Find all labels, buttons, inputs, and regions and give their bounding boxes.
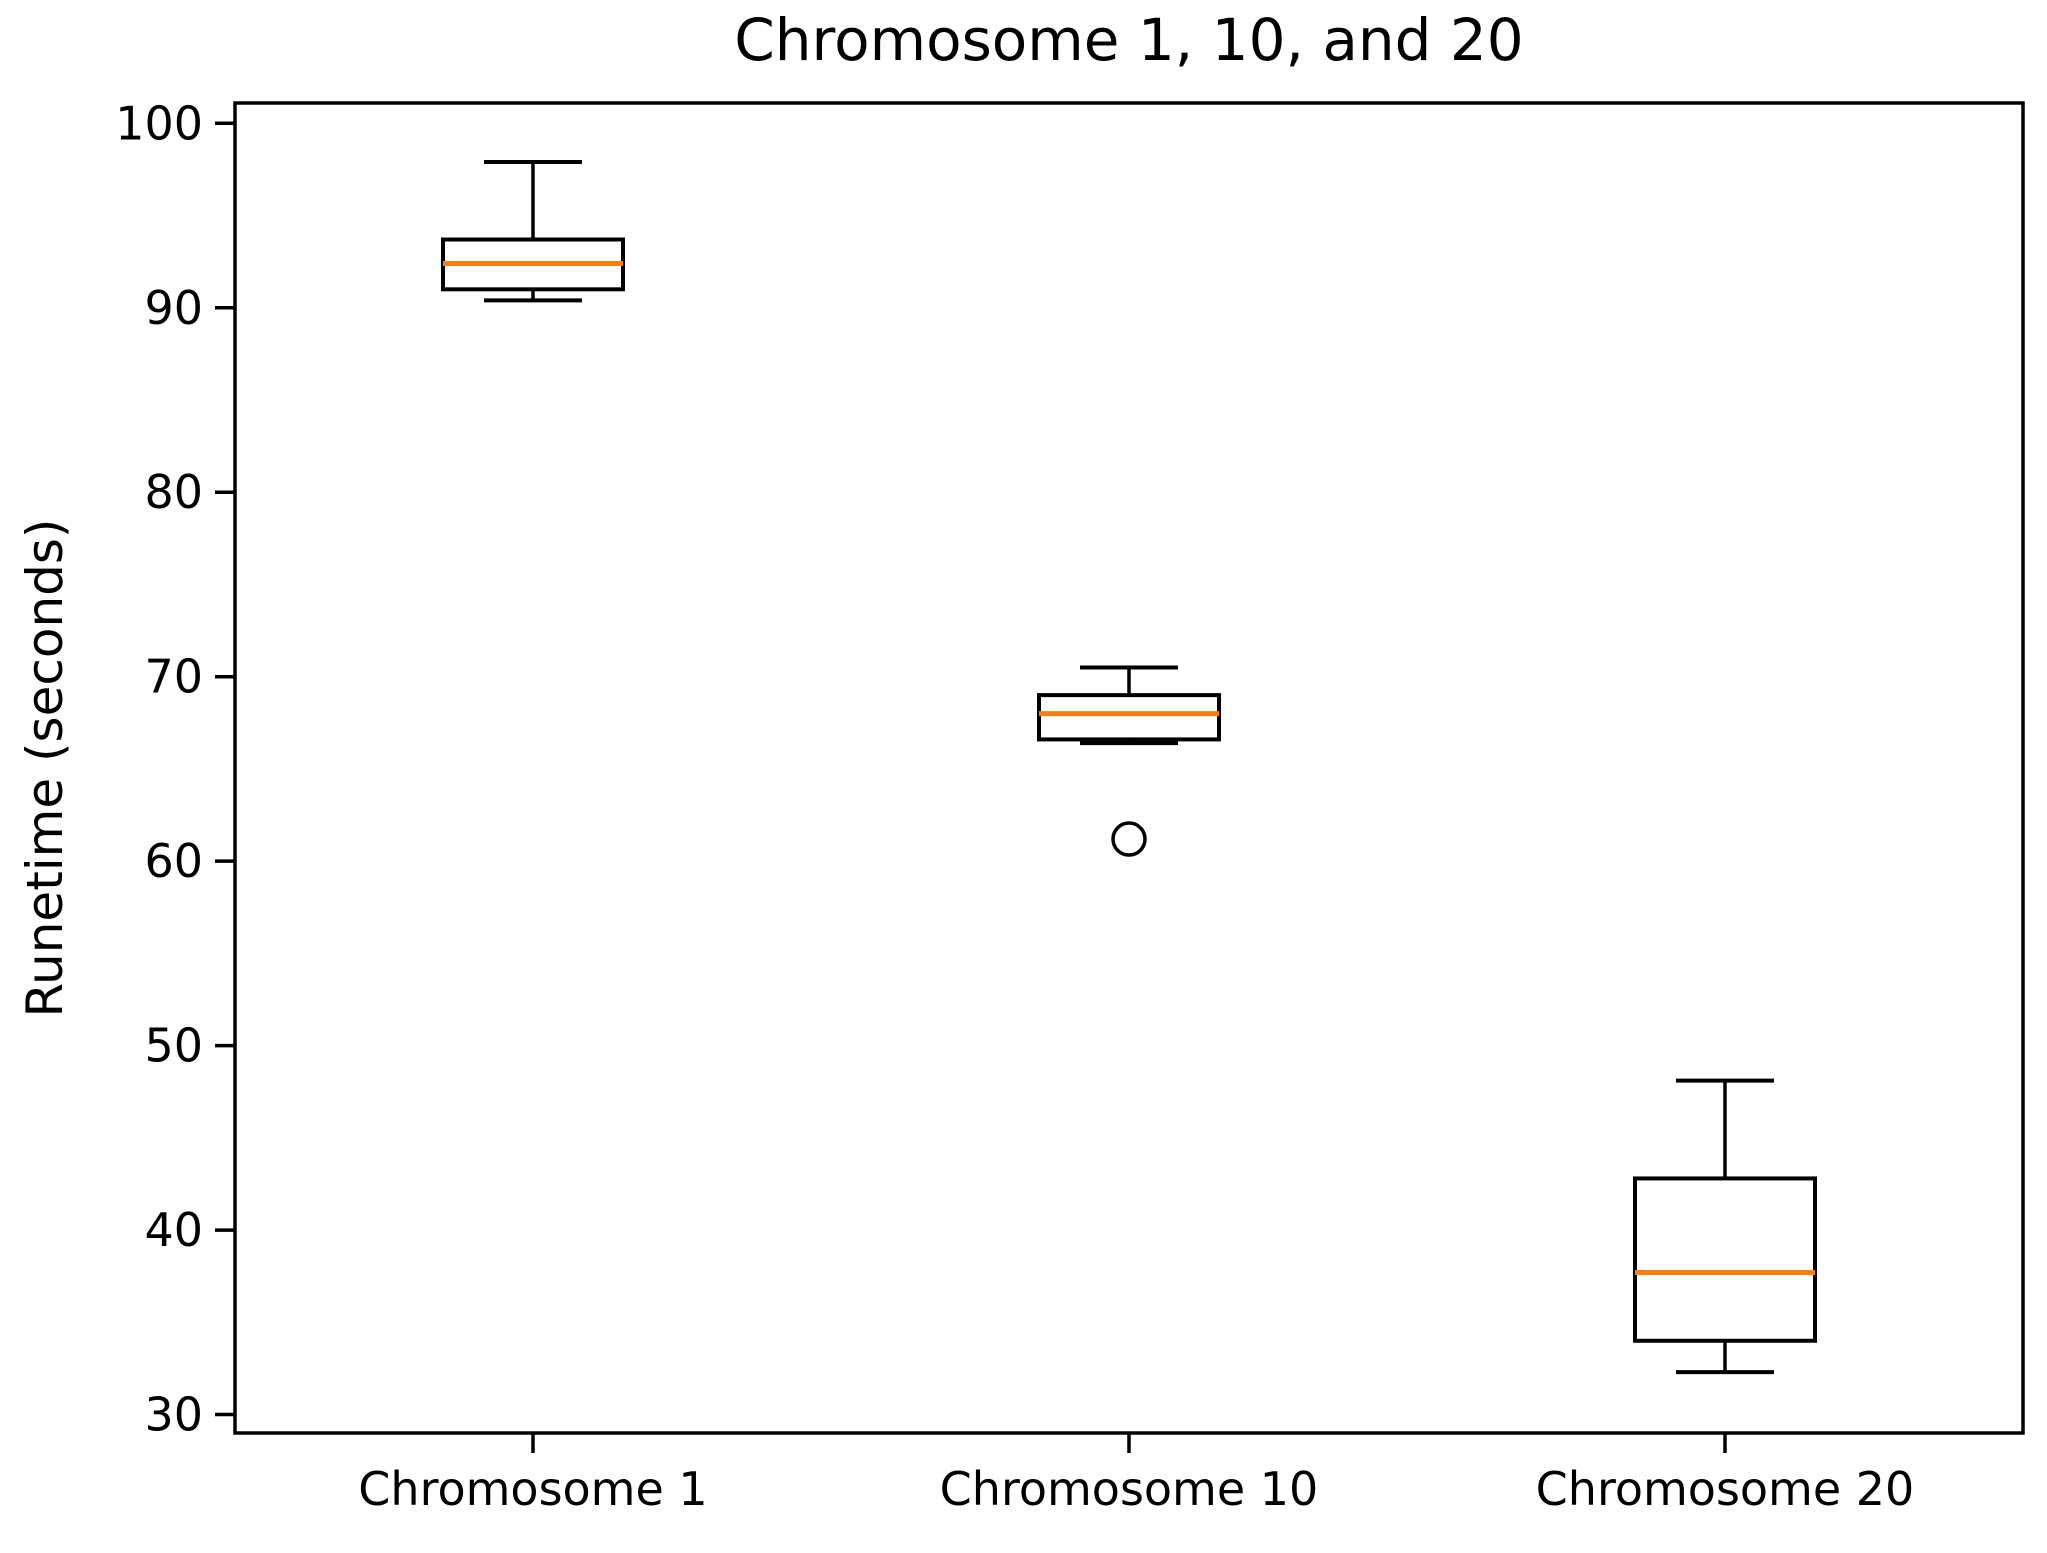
iqr-box (1633, 1176, 1817, 1343)
x-tick-label: Chromosome 10 (940, 1462, 1319, 1516)
y-tick-label: 90 (144, 281, 203, 335)
chart-title: Chromosome 1, 10, and 20 (734, 6, 1524, 74)
outlier-point (1111, 821, 1147, 857)
x-tick-label: Chromosome 1 (358, 1462, 707, 1516)
iqr-box (1037, 693, 1221, 742)
y-tick-label: 50 (144, 1019, 203, 1073)
y-tick-label: 70 (144, 650, 203, 704)
x-tick-label: Chromosome 20 (1536, 1462, 1915, 1516)
y-tick-label: 100 (115, 96, 203, 150)
y-tick-label: 80 (144, 465, 203, 519)
y-tick-label: 60 (144, 834, 203, 888)
y-tick-label: 30 (144, 1388, 203, 1442)
y-tick-label: 40 (144, 1203, 203, 1257)
